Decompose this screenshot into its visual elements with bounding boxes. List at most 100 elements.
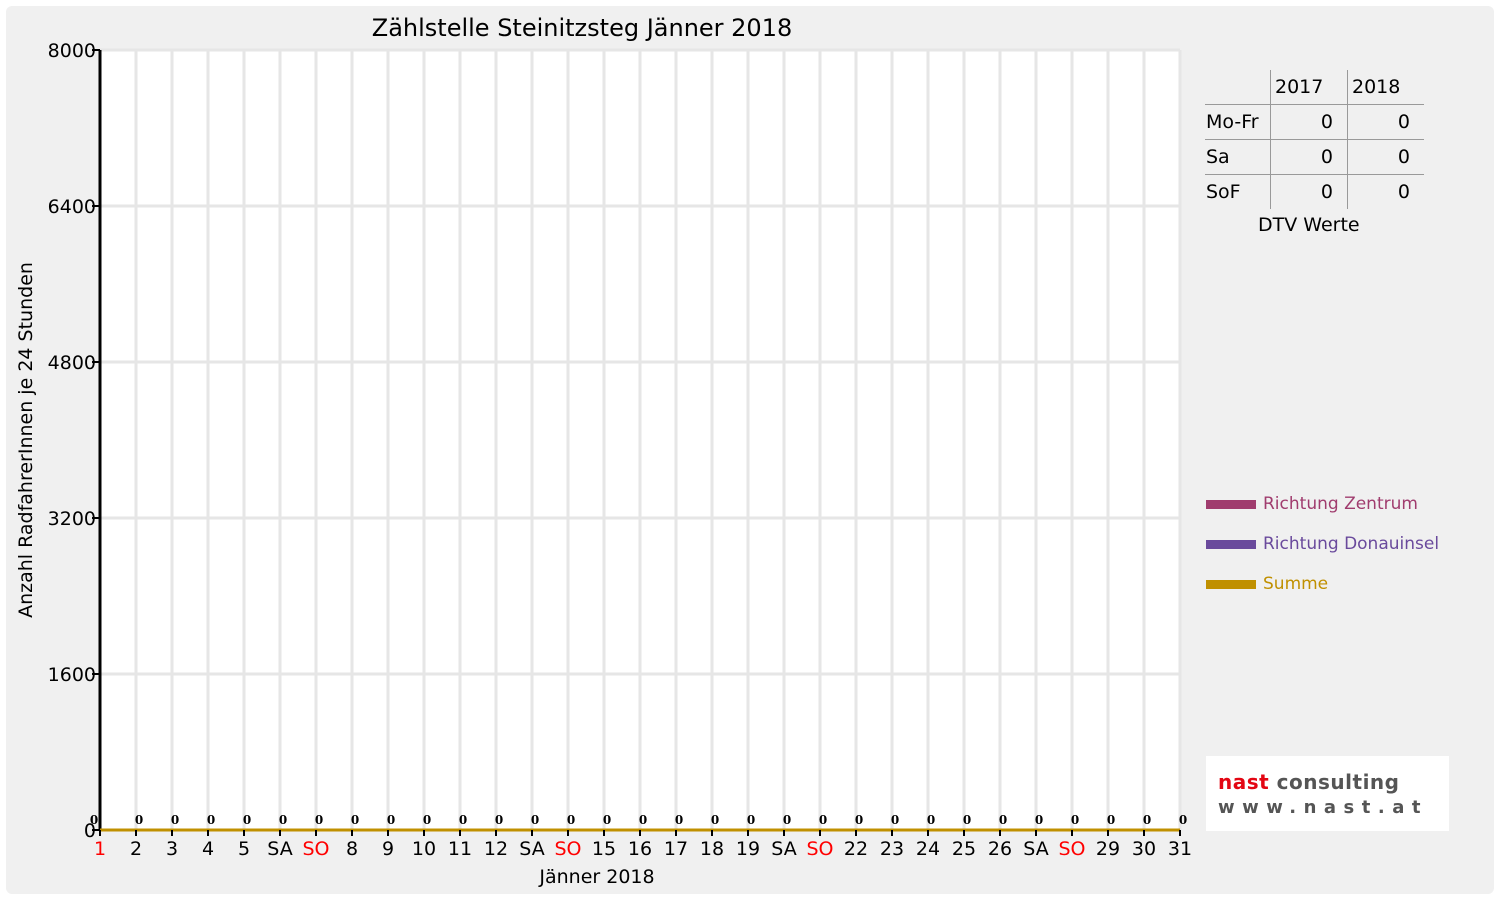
dtv-value: 0	[1270, 174, 1348, 209]
data-label: 0	[963, 813, 971, 827]
x-tick-label: SA	[1023, 838, 1048, 860]
x-tick-label: SO	[806, 838, 833, 860]
data-label: 0	[1071, 813, 1079, 827]
data-label: 0	[243, 813, 251, 827]
x-tick-label: 18	[700, 838, 724, 860]
dtv-row-sof: SoF 0 0	[1205, 174, 1424, 209]
dtv-value: 0	[1347, 174, 1424, 209]
data-label: 0	[747, 813, 755, 827]
chart-frame: 0 1600 3200 4800 6400 8000 1 2 3 4 5 SA SO 8 9 10 11 12 SA…	[6, 6, 1494, 894]
y-tick-label: 6400	[48, 196, 96, 218]
dtv-table: 2017 2018 Mo-Fr 0 0 Sa 0 0 SoF 0 0	[1205, 70, 1424, 209]
legend-swatch	[1206, 499, 1256, 509]
x-tick-label: SO	[302, 838, 329, 860]
chart-title: Zählstelle Steinitzsteg Jänner 2018	[372, 14, 793, 42]
logo-word-consulting: consulting	[1276, 770, 1400, 794]
x-tick-label: 26	[988, 838, 1012, 860]
x-tick-label: 2	[130, 838, 142, 860]
x-tick-label: 5	[238, 838, 250, 860]
x-tick-label: SA	[771, 838, 796, 860]
x-tick-label: 10	[412, 838, 436, 860]
x-tick-label: 15	[592, 838, 616, 860]
x-tick-label: 4	[202, 838, 214, 860]
y-tick-label: 3200	[48, 508, 96, 530]
nast-logo: nast consulting www.nast.at	[1206, 756, 1449, 831]
data-label: 0	[423, 813, 431, 827]
dtv-value: 0	[1347, 104, 1424, 140]
dtv-value: 0	[1270, 104, 1348, 140]
x-tick-label: 12	[484, 838, 508, 860]
data-label: 0	[351, 813, 359, 827]
data-label: 0	[927, 813, 935, 827]
legend-swatch	[1206, 539, 1256, 549]
y-tick-label: 1600	[48, 664, 96, 686]
dtv-row-sa: Sa 0 0	[1205, 139, 1424, 175]
data-label: 0	[783, 813, 791, 827]
legend-label: Richtung Zentrum	[1263, 494, 1418, 514]
dtv-row-label: SoF	[1206, 181, 1241, 203]
data-label: 0	[279, 813, 287, 827]
dtv-row-label: Mo-Fr	[1205, 104, 1271, 140]
data-label: 0	[855, 813, 863, 827]
x-tick-label: 31	[1168, 838, 1192, 860]
data-label: 0	[603, 813, 611, 827]
data-label: 0	[1035, 813, 1043, 827]
data-label: 0	[171, 813, 179, 827]
x-tick-label: 19	[736, 838, 760, 860]
x-tick-label: 8	[346, 838, 358, 860]
dtv-row-mofr: Mo-Fr 0 0	[1205, 104, 1424, 140]
dtv-caption: DTV Werte	[1258, 214, 1360, 236]
data-label: 0	[819, 813, 827, 827]
logo-word-nast: nast	[1218, 770, 1270, 794]
data-label: 0	[387, 813, 395, 827]
y-tick-label: 4800	[48, 352, 96, 374]
x-tick-label: 22	[844, 838, 868, 860]
dtv-row-label: Sa	[1205, 139, 1271, 175]
legend-item-zentrum: Richtung Zentrum	[1206, 494, 1418, 514]
data-label: 0	[459, 813, 467, 827]
dtv-value: 0	[1270, 139, 1348, 175]
data-label: 0	[495, 813, 503, 827]
data-label: 0	[1143, 813, 1151, 827]
x-axis-label: Jänner 2018	[538, 866, 654, 888]
x-tick-label: 11	[448, 838, 472, 860]
x-tick-label: 16	[628, 838, 652, 860]
x-tick-label: 9	[382, 838, 394, 860]
data-label: 0	[999, 813, 1007, 827]
dtv-corner	[1205, 70, 1271, 105]
data-label: 0	[675, 813, 683, 827]
x-tick-label: SO	[1058, 838, 1085, 860]
dtv-value: 0	[1347, 139, 1424, 175]
data-label: 0	[135, 813, 143, 827]
x-tick-label: 30	[1132, 838, 1156, 860]
legend-swatch	[1206, 579, 1256, 589]
x-tick-label: 17	[664, 838, 688, 860]
x-tick-label: 3	[166, 838, 178, 860]
x-tick-label: 24	[916, 838, 940, 860]
data-label: 0	[531, 813, 539, 827]
logo-wordmark: nast consulting	[1218, 770, 1399, 794]
x-tick-label: SA	[267, 838, 292, 860]
data-label: 0	[567, 813, 575, 827]
x-tick-label: SO	[554, 838, 581, 860]
y-axis-label: Anzahl RadfahrerInnen je 24 Stunden	[15, 262, 37, 618]
data-label: 0	[639, 813, 647, 827]
data-label: 0	[891, 813, 899, 827]
y-tick-label: 8000	[48, 40, 96, 62]
x-tick-label: 23	[880, 838, 904, 860]
data-label: 0	[90, 813, 98, 827]
x-tick-label: 25	[952, 838, 976, 860]
x-tick-label: 29	[1096, 838, 1120, 860]
data-label: 0	[1179, 813, 1187, 827]
legend-label: Summe	[1263, 574, 1329, 594]
data-label: 0	[315, 813, 323, 827]
y-tick-label: 0	[84, 820, 96, 842]
legend-item-summe: Summe	[1206, 574, 1328, 594]
legend-item-donauinsel: Richtung Donauinsel	[1206, 534, 1439, 554]
x-tick-label: SA	[519, 838, 544, 860]
logo-url: www.nast.at	[1218, 797, 1428, 818]
dtv-year-2018: 2018	[1347, 70, 1424, 105]
dtv-header-row: 2017 2018	[1205, 70, 1424, 105]
x-tick-label: 1	[94, 838, 106, 860]
